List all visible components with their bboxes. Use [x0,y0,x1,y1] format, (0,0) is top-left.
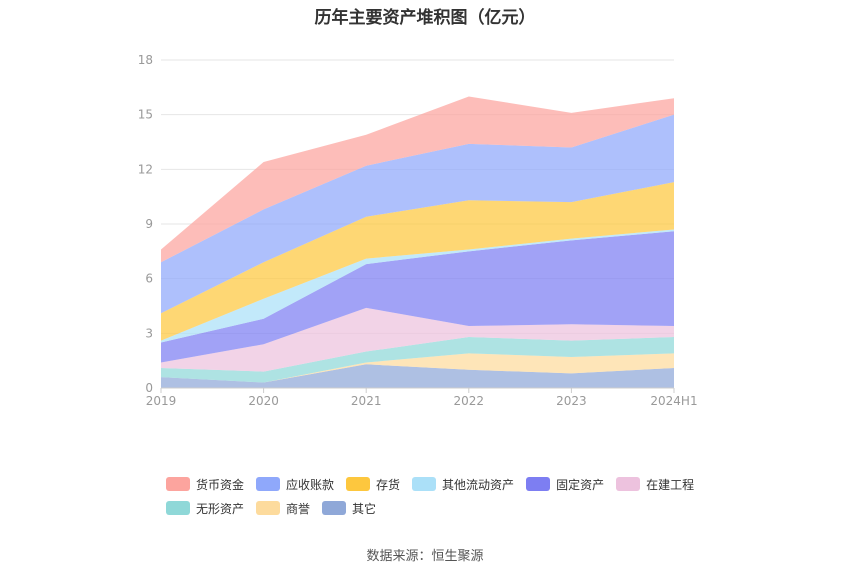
y-tick-label: 6 [145,272,153,286]
area-在建工程 [161,307,674,372]
y-tick-label: 12 [138,162,153,176]
legend-item[interactable]: 无形资产 [166,500,244,517]
area-应收账款 [161,114,674,314]
y-tick-label: 18 [138,53,153,67]
legend-label: 应收账款 [286,477,335,492]
data-source: 数据来源：恒生聚源 [366,549,484,564]
x-tick-label: 2020 [248,394,279,408]
legend-swatch [256,501,281,515]
legend-swatch [166,477,190,491]
legend-swatch [412,477,437,491]
legend-label: 其他流动资产 [442,477,515,492]
legend-label: 无形资产 [196,501,245,516]
x-tick-label: 2023 [556,394,587,408]
y-tick-label: 15 [138,108,153,122]
legend-row: 货币资金 应收账款 存货 其他流动资产 固定资产 在建工程 [166,472,726,496]
legend-swatch [346,477,371,491]
legend-label: 固定资产 [556,477,605,492]
legend-item[interactable]: 在建工程 [616,476,694,493]
legend-swatch [166,501,190,515]
legend-item[interactable]: 其他流动资产 [412,476,514,493]
legend-item[interactable]: 固定资产 [526,476,604,493]
y-tick-label: 9 [145,217,153,231]
legend-swatch [616,477,641,491]
area-商誉 [161,353,674,383]
legend-item[interactable]: 存货 [346,476,400,493]
legend-item[interactable]: 其它 [322,500,376,517]
legend-label: 商誉 [286,501,311,516]
legend-row: 无形资产 商誉 其它 [166,496,726,520]
x-tick-label: 2021 [351,394,382,408]
y-tick-label: 0 [145,381,153,395]
chart-title: 历年主要资产堆积图（亿元） [314,8,536,28]
legend-item[interactable]: 商誉 [256,500,310,517]
legend-swatch [256,477,281,491]
area-无形资产 [161,336,674,383]
x-tick-label: 2024H1 [650,394,697,408]
area-其它 [161,364,674,388]
x-tick-label: 2019 [146,394,177,408]
area-存货 [161,182,674,341]
legend-label: 货币资金 [196,477,245,492]
x-tick-label: 2022 [454,394,485,408]
legend-label: 在建工程 [646,477,695,492]
area-货币资金 [161,96,674,263]
legend-swatch [322,501,347,515]
area-series [161,96,674,388]
axes: 0 3 6 9 12 15 18 2019 2020 2021 2022 2023 2024H1 [138,53,698,408]
y-tick-label: 3 [145,326,153,340]
legend-item[interactable]: 货币资金 [166,476,244,493]
legend-swatch [526,477,551,491]
legend-label: 其它 [352,501,377,516]
legend-label: 存货 [376,477,401,492]
legend-item[interactable]: 应收账款 [256,476,334,493]
area-固定资产 [161,231,674,363]
legend: 货币资金 应收账款 存货 其他流动资产 固定资产 在建工程 无形资产 商誉 其它 [166,472,726,520]
